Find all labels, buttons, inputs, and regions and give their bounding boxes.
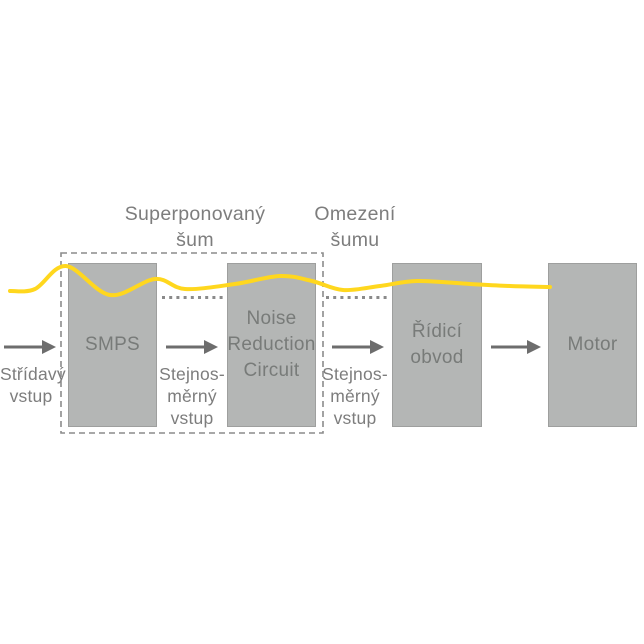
arrow-control-to-motor <box>491 340 541 354</box>
arrow-nrc-to-control <box>332 340 384 354</box>
block-control-circuit: Řídicí obvod <box>392 263 482 427</box>
label-ac-input: Střídavý vstup <box>0 364 66 406</box>
arrow-head-icon <box>370 340 384 354</box>
label-dc-input-after-smps: Stejnos- měrný vstup <box>159 364 225 428</box>
block-motor: Motor <box>548 263 637 427</box>
arrow-head-icon <box>527 340 541 354</box>
arrow-head-icon <box>42 340 56 354</box>
label-noise-limit: Omezení šumu <box>314 203 396 251</box>
arrow-ac-to-smps <box>4 340 56 354</box>
label-dc-input-after-nrc: Stejnos- měrný vstup <box>322 364 388 428</box>
block-smps: SMPS <box>68 263 157 427</box>
arrow-smps-to-nrc <box>166 340 218 354</box>
label-superimposed-noise: Superponovaný šum <box>124 203 266 251</box>
arrow-head-icon <box>204 340 218 354</box>
block-noise-reduction-circuit: Noise Reduction Circuit <box>227 263 316 427</box>
